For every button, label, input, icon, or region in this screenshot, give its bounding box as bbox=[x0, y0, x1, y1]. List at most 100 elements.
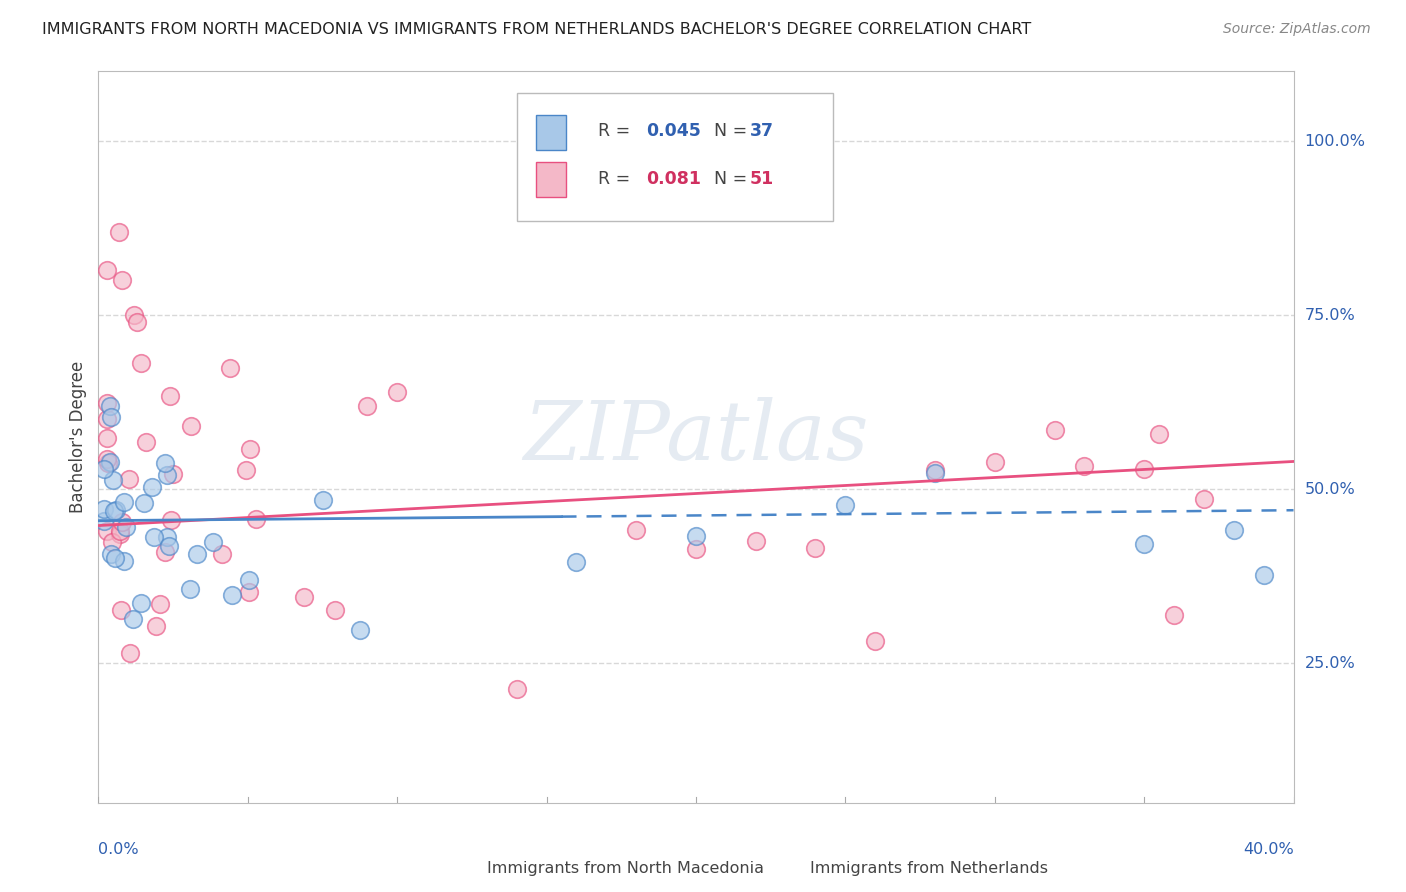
Point bbox=[148, 597, 170, 611]
Point bbox=[1253, 567, 1275, 582]
Text: 51: 51 bbox=[749, 169, 773, 188]
FancyBboxPatch shape bbox=[517, 94, 834, 221]
Point bbox=[127, 315, 149, 329]
Point bbox=[1163, 608, 1185, 623]
Point bbox=[1223, 523, 1246, 537]
Text: R =: R = bbox=[598, 169, 636, 188]
Point bbox=[156, 530, 179, 544]
Point bbox=[103, 473, 125, 487]
Point bbox=[108, 526, 131, 541]
Point bbox=[180, 418, 202, 433]
Y-axis label: Bachelor's Degree: Bachelor's Degree bbox=[69, 361, 87, 513]
Point bbox=[129, 356, 152, 370]
Point bbox=[385, 384, 409, 399]
Point bbox=[105, 502, 128, 516]
Text: 37: 37 bbox=[749, 122, 773, 140]
Point bbox=[153, 545, 176, 559]
Point bbox=[121, 612, 143, 626]
Point bbox=[186, 547, 208, 561]
Point bbox=[96, 431, 118, 445]
Point bbox=[108, 524, 131, 539]
FancyBboxPatch shape bbox=[536, 162, 565, 197]
Text: R =: R = bbox=[598, 122, 636, 140]
Text: IMMIGRANTS FROM NORTH MACEDONIA VS IMMIGRANTS FROM NETHERLANDS BACHELOR'S DEGREE: IMMIGRANTS FROM NORTH MACEDONIA VS IMMIG… bbox=[42, 22, 1032, 37]
Text: 0.081: 0.081 bbox=[645, 169, 700, 188]
Point bbox=[96, 263, 118, 277]
Point bbox=[96, 412, 118, 426]
Point bbox=[160, 513, 183, 527]
Point bbox=[356, 399, 378, 413]
Point bbox=[156, 467, 179, 482]
Point bbox=[98, 455, 121, 469]
Point bbox=[96, 456, 118, 470]
Point bbox=[93, 462, 115, 476]
Point bbox=[111, 273, 134, 287]
Text: 75.0%: 75.0% bbox=[1305, 308, 1355, 323]
Point bbox=[221, 588, 243, 602]
Point bbox=[155, 456, 177, 470]
FancyBboxPatch shape bbox=[536, 114, 565, 150]
Point bbox=[132, 495, 155, 509]
Point bbox=[506, 682, 529, 697]
Text: 0.0%: 0.0% bbox=[98, 842, 139, 856]
Point bbox=[93, 515, 115, 529]
Point bbox=[245, 512, 267, 526]
Point bbox=[924, 466, 946, 480]
Point bbox=[1133, 462, 1156, 476]
Point bbox=[211, 548, 233, 562]
Point bbox=[112, 494, 135, 508]
Point bbox=[239, 442, 262, 456]
Point bbox=[120, 646, 142, 660]
Text: 100.0%: 100.0% bbox=[1305, 134, 1365, 149]
Point bbox=[93, 502, 115, 516]
Point bbox=[238, 573, 260, 587]
Point bbox=[112, 554, 135, 568]
Point bbox=[101, 534, 124, 549]
Point bbox=[984, 455, 1007, 469]
Point bbox=[685, 541, 707, 556]
Point bbox=[235, 463, 257, 477]
Text: 25.0%: 25.0% bbox=[1305, 656, 1355, 671]
Point bbox=[1133, 537, 1156, 551]
Point bbox=[141, 479, 163, 493]
Text: ZIPatlas: ZIPatlas bbox=[523, 397, 869, 477]
Point bbox=[129, 596, 152, 610]
Text: Immigrants from North Macedonia: Immigrants from North Macedonia bbox=[486, 861, 763, 876]
Point bbox=[804, 541, 827, 556]
Point bbox=[118, 472, 141, 486]
Point bbox=[111, 515, 134, 529]
Text: Source: ZipAtlas.com: Source: ZipAtlas.com bbox=[1223, 22, 1371, 37]
Point bbox=[100, 547, 122, 561]
Point bbox=[865, 634, 887, 648]
Point bbox=[834, 498, 856, 512]
Point bbox=[312, 492, 335, 507]
Point bbox=[292, 590, 315, 604]
Text: Immigrants from Netherlands: Immigrants from Netherlands bbox=[810, 861, 1047, 876]
Point bbox=[1192, 491, 1215, 506]
Point bbox=[100, 410, 122, 425]
Point bbox=[162, 467, 184, 481]
Point bbox=[1073, 458, 1095, 473]
Text: N =: N = bbox=[714, 169, 752, 188]
FancyBboxPatch shape bbox=[451, 856, 477, 882]
Point bbox=[159, 389, 181, 403]
Point bbox=[143, 531, 166, 545]
Point bbox=[98, 399, 122, 413]
Text: 0.045: 0.045 bbox=[645, 122, 700, 140]
Point bbox=[924, 463, 946, 477]
Point bbox=[1043, 423, 1066, 437]
Point bbox=[179, 582, 201, 596]
Point bbox=[96, 451, 118, 466]
Point bbox=[135, 434, 157, 449]
Point bbox=[238, 584, 260, 599]
Point bbox=[103, 504, 125, 518]
Point bbox=[108, 225, 131, 239]
Point bbox=[202, 535, 225, 549]
Point bbox=[104, 551, 127, 566]
Point bbox=[145, 619, 167, 633]
Point bbox=[626, 523, 648, 537]
Point bbox=[96, 395, 118, 409]
Point bbox=[124, 308, 146, 322]
Point bbox=[110, 603, 132, 617]
Point bbox=[1147, 426, 1170, 441]
